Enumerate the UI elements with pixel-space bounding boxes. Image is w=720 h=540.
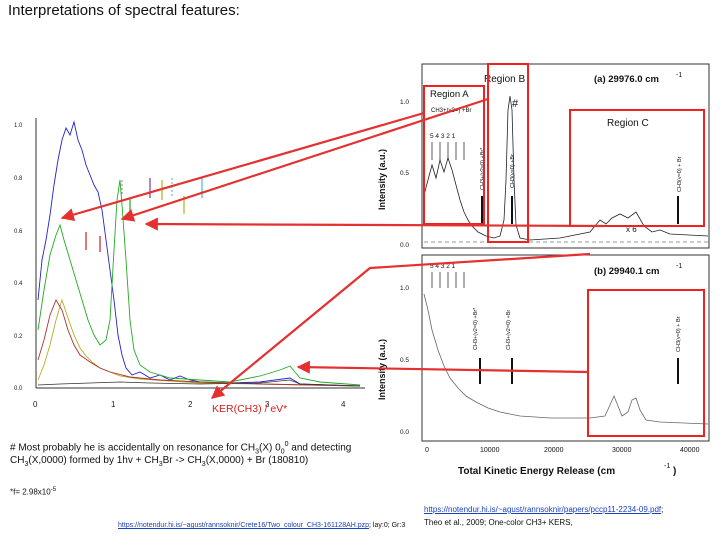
source-link-right[interactable]: https://notendur.hi.is/~agust/rannsoknir…	[424, 505, 664, 514]
xtick-1: 1	[111, 400, 116, 409]
note-line-2: CH3(X,0000) formed by 1hv + CH3Br -> CH3…	[10, 455, 309, 468]
trace-black	[37, 379, 361, 387]
label-ch3-v0-br-b2: CH3(v=0) + Br	[676, 316, 682, 352]
right-plot-b: 5 4 3 2 1 (b) 29940.1 cm -1 CH3+(v2=0) +…	[377, 254, 710, 477]
highlight-boxes	[423, 63, 705, 437]
panel-a-title-sup: -1	[676, 72, 682, 79]
left-plot-xticks: 0 1 2 3 4	[33, 400, 346, 409]
panel-a-ylabel: Intensity (a.u.)	[377, 149, 387, 210]
panel-a-ytick-0.5: 0.5	[400, 170, 409, 177]
panel-b-xlabel-end: )	[673, 466, 676, 477]
note-line-1: # Most probably he is accidentally on re…	[10, 441, 352, 456]
panel-a-ytick-0.0: 0.0	[400, 242, 409, 249]
panel-a-title: (a) 29976.0 cm	[594, 74, 659, 85]
source-link-left-row: https://notendur.hi.is/~agust/rannsoknir…	[118, 522, 405, 529]
xtick-2: 2	[188, 400, 193, 409]
panel-b-ytick-0.5: 0.5	[400, 357, 409, 364]
panel-b-xtick-40000: 40000	[680, 447, 700, 454]
source-link-left[interactable]: https://notendur.hi.is/~agust/rannsoknir…	[118, 522, 370, 529]
left-plot: 1.0 0.8 0.6 0.4 0.2 0.0 0 1 2 3 4	[14, 118, 365, 409]
levels-a: 5 4 3 2 1	[430, 133, 456, 140]
ytick-0.2: 0.2	[14, 334, 23, 340]
label-ch3-v0-br-c: CH3(v=0) + Br	[677, 156, 683, 192]
arrow-region-a	[60, 111, 425, 222]
panel-a-ytick-1.0: 1.0	[400, 99, 409, 106]
label-ch3-v0-br-b: CH3+(v2=0) +Br	[506, 310, 512, 350]
xtick-0: 0	[33, 400, 38, 409]
levels-b: 5 4 3 2 1	[430, 263, 456, 270]
panel-b-xtick-20000: 20000	[544, 447, 564, 454]
panel-b-xlabel-sup: -1	[664, 463, 670, 470]
footnote: *f= 2.98x10-5	[10, 487, 57, 497]
slide-title: Interpretations of spectral features:	[8, 2, 240, 19]
box-region-a	[423, 85, 485, 225]
region-a-label: Region A	[430, 89, 469, 100]
panel-b-xtick-0: 0	[425, 447, 429, 454]
panel-b-title: (b) 29940.1 cm	[594, 266, 659, 277]
panel-b-title-sup: -1	[676, 263, 682, 270]
panel-b-xlabel: Total Kinetic Energy Release (cm	[458, 466, 615, 477]
left-plot-xlabel: KER(CH3) / eV*	[212, 403, 287, 415]
trace-olive	[37, 298, 361, 387]
panel-b-xticks: 0 10000 20000 30000 40000	[425, 447, 700, 454]
scale-x6: x 6	[626, 225, 637, 234]
trace-blue	[37, 120, 361, 387]
panel-b-xtick-30000: 30000	[612, 447, 632, 454]
box-region-c	[569, 109, 705, 227]
label-ch3-v0-br-a: CH3(v=0) +Br	[510, 154, 516, 188]
trace-panel-a	[423, 95, 709, 241]
arrow-panel-b-upper	[210, 252, 591, 399]
panel-b-ytick-0.0: 0.0	[400, 429, 409, 436]
box-panel-b	[587, 289, 705, 437]
xtick-3: 3	[265, 400, 270, 409]
xtick-4: 4	[341, 400, 346, 409]
ytick-0.6: 0.6	[14, 229, 23, 235]
hash-mark: #	[512, 98, 519, 110]
box-region-b	[487, 63, 529, 243]
region-b-label: Region B	[484, 74, 525, 85]
left-plot-yticks: 1.0 0.8 0.6 0.4 0.2 0.0	[14, 123, 23, 392]
arrow-region-b	[120, 97, 489, 222]
panel-b-ytick-1.0: 1.0	[400, 285, 409, 292]
trace-darkred	[37, 298, 361, 387]
panel-b-xtick-10000: 10000	[480, 447, 500, 454]
arrow-region-c	[144, 217, 605, 231]
region-c-label: Region C	[607, 118, 649, 129]
ytick-0.4: 0.4	[14, 281, 23, 287]
ytick-0.8: 0.8	[14, 176, 23, 182]
label-ch3-v0-brstar-b: CH3+(v2=0) +Br*	[473, 307, 479, 350]
source-link-left-suffix: ; lay:0; Gr:3	[369, 522, 406, 529]
reference-text: Theo et al., 2009; One-color CH3+ KERS,	[424, 518, 573, 527]
trace-panel-b	[423, 293, 709, 425]
ytick-1.0: 1.0	[14, 123, 23, 129]
annotation-arrows	[60, 97, 605, 399]
trace-green	[37, 179, 361, 386]
ytick-0.0: 0.0	[14, 386, 23, 392]
right-plot-a: Region B (a) 29976.0 cm -1 Region A Regi…	[377, 63, 710, 249]
arrow-panel-b-lower	[296, 360, 589, 374]
